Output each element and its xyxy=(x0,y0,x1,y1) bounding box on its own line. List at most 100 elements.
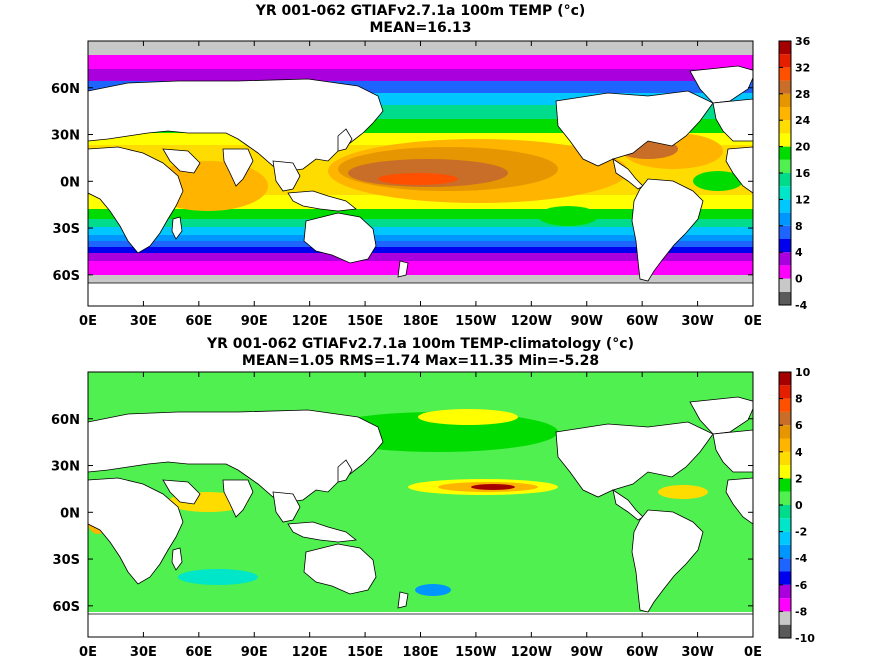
bottom-x-tick-label: 90W xyxy=(571,645,603,660)
bottom-colorbar-tick-label: 10 xyxy=(795,366,811,379)
top-colorbar-bin xyxy=(779,93,791,107)
top-y-axis: 60N 30N 0N 30S 60S xyxy=(51,82,753,284)
bottom-colorbar-bin xyxy=(779,372,791,386)
bottom-colorbar-bin xyxy=(779,624,791,638)
top-x-tick-label: 30W xyxy=(681,314,713,329)
bottom-x-tick-label: 150E xyxy=(347,645,383,660)
top-x-tick-label: 150W xyxy=(455,314,496,329)
top-colorbar-bin xyxy=(779,133,791,147)
bottom-x-tick-label: 90E xyxy=(241,645,268,660)
top-title-text: YR 001-062 GTIAFv2.7.1a 100m TEMP xyxy=(255,3,553,19)
bottom-y-tick-label: 0N xyxy=(60,506,80,521)
bottom-y-tick-label: 60S xyxy=(53,600,80,615)
top-colorbar-bin xyxy=(779,265,791,279)
top-colorbar-bin xyxy=(779,146,791,160)
bottom-colorbar-bin xyxy=(779,478,791,492)
bottom-x-tick-label: 180E xyxy=(402,645,438,660)
bottom-y-tick-label: 30N xyxy=(51,460,80,475)
top-colorbar-bin xyxy=(779,199,791,213)
top-x-tick-label: 0E xyxy=(79,314,97,329)
top-colorbar-tick-label: 16 xyxy=(795,167,811,180)
top-y-tick-label: 30N xyxy=(51,129,80,144)
bottom-colorbar-tick-label: 8 xyxy=(795,393,803,406)
bottom-colorbar-bin xyxy=(779,544,791,559)
top-colorbar-bin xyxy=(779,186,791,200)
bottom-colorbar-tick-label: 2 xyxy=(795,472,803,485)
top-colorbar-bin xyxy=(779,107,791,121)
top-x-tick-label: 0E xyxy=(744,314,762,329)
top-y-tick-label: 60N xyxy=(51,82,80,97)
bottom-panel-title: YR 001-062 GTIAFv2.7.1a 100m TEMP-climat… xyxy=(88,336,753,352)
bottom-x-tick-label: 150W xyxy=(455,645,496,660)
top-colorbar-tick-label: 0 xyxy=(795,273,803,286)
bottom-colorbar: 10 8 6 4 2 0 -2 -4 -6 -8 -10 xyxy=(778,366,815,645)
top-colorbar-tick-label: 12 xyxy=(795,193,810,206)
bottom-anomaly-field xyxy=(88,372,753,637)
bottom-y-tick-label: 60N xyxy=(51,413,80,428)
top-title-units: (°c) xyxy=(557,3,586,19)
top-colorbar-bin xyxy=(779,225,791,239)
top-colorbar-tick-label: 24 xyxy=(795,114,811,127)
bottom-y-tick-label: 30S xyxy=(53,553,80,568)
bottom-colorbar-tick-label: -10 xyxy=(795,632,815,645)
bottom-x-tick-label: 0E xyxy=(79,645,97,660)
top-panel-subtitle: MEAN=16.13 xyxy=(369,20,472,36)
top-colorbar-tick-label: -4 xyxy=(795,299,808,312)
bottom-colorbar-bin xyxy=(779,571,791,585)
top-colorbar-tick-label: 28 xyxy=(795,88,810,101)
top-colorbar-bin xyxy=(779,212,791,226)
bottom-colorbar-tick-label: -8 xyxy=(795,605,807,618)
bottom-x-axis: 0E 30E 60E 90E 120E 150E 180E 150W 120W 90W 60W 30W… xyxy=(79,372,762,660)
top-x-tick-label: 60W xyxy=(626,314,658,329)
bottom-x-tick-label: 60W xyxy=(626,645,658,660)
bottom-x-tick-label: 0E xyxy=(744,645,762,660)
top-colorbar: 36 32 28 24 20 16 12 8 4 0 -4 xyxy=(778,35,811,312)
bottom-colorbar-bin xyxy=(779,398,791,412)
top-colorbar-bin xyxy=(779,278,791,292)
bottom-colorbar-tick-label: 6 xyxy=(795,419,803,432)
top-x-tick-label: 150E xyxy=(347,314,383,329)
top-x-axis: 0E 30E 60E 90E 120E 150E 180E 150W 120W 90W 60W 30W… xyxy=(79,41,762,329)
bottom-x-tick-label: 60E xyxy=(185,645,212,660)
bottom-colorbar-bin xyxy=(779,505,791,519)
top-y-tick-label: 30S xyxy=(53,222,80,237)
bottom-colorbar-bin xyxy=(779,385,791,399)
bottom-colorbar-bin xyxy=(779,491,791,505)
bottom-x-tick-label: 30W xyxy=(681,645,713,660)
bottom-y-axis: 60N 30N 0N 30S 60S xyxy=(51,413,753,615)
bottom-map-panel: 0E 30E 60E 90E 120E 150E 180E 150W 120W 90W 60W 30W… xyxy=(51,371,762,660)
bottom-colorbar-bin xyxy=(779,438,791,452)
top-y-tick-label: 60S xyxy=(53,269,80,284)
top-panel-title: YR 001-062 GTIAFv2.7.1a 100m TEMP (°c) xyxy=(88,3,753,19)
bottom-colorbar-tick-label: -2 xyxy=(795,526,807,539)
bottom-colorbar-bin xyxy=(779,518,791,532)
top-colorbar-bin xyxy=(779,120,791,134)
top-colorbar-bin xyxy=(779,252,791,266)
bottom-colorbar-bin xyxy=(779,531,791,545)
bottom-title-text: YR 001-062 GTIAFv2.7.1a 100m TEMP-climat… xyxy=(207,336,601,352)
top-colorbar-bin xyxy=(779,54,791,68)
bottom-colorbar-bin xyxy=(779,425,791,439)
top-colorbar-bin xyxy=(779,41,791,55)
bottom-colorbar-tick-label: -4 xyxy=(795,552,808,565)
top-x-tick-label: 120W xyxy=(511,314,552,329)
top-colorbar-bin xyxy=(779,239,791,253)
bottom-colorbar-bin xyxy=(779,465,791,479)
bottom-colorbar-tick-label: 0 xyxy=(795,499,803,512)
top-colorbar-bin xyxy=(779,173,791,187)
top-x-tick-label: 90E xyxy=(241,314,268,329)
bottom-colorbar-bin xyxy=(779,584,791,599)
top-colorbar-bin xyxy=(779,67,791,81)
top-colorbar-bin xyxy=(779,291,791,305)
bottom-colorbar-bin xyxy=(779,558,791,572)
top-x-tick-label: 180E xyxy=(402,314,438,329)
bottom-x-tick-label: 120E xyxy=(292,645,328,660)
bottom-colorbar-bin xyxy=(779,451,791,466)
top-temperature-field xyxy=(88,41,753,306)
top-colorbar-tick-label: 8 xyxy=(795,220,803,233)
top-colorbar-tick-label: 20 xyxy=(795,141,811,154)
bottom-panel-subtitle: MEAN=1.05 RMS=1.74 Max=11.35 Min=-5.28 xyxy=(241,353,600,369)
bottom-colorbar-tick-label: 4 xyxy=(795,446,803,459)
top-y-tick-label: 0N xyxy=(60,175,80,190)
